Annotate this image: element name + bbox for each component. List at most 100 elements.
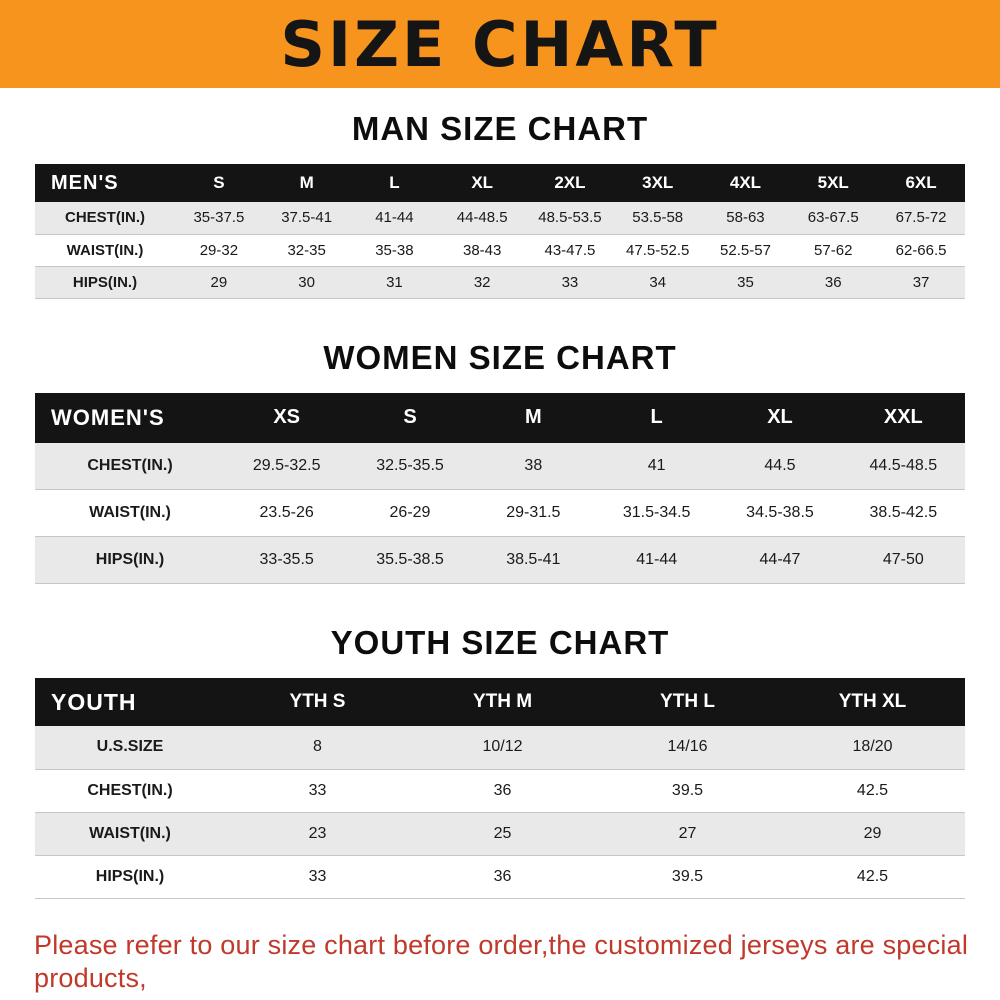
size-value: 10/12 (482, 738, 523, 756)
size-value: 29 (210, 273, 228, 291)
column-header: XXL (883, 406, 923, 428)
table-row: HIPS(IN.) 29 30 31 32 33 34 35 36 37 (35, 266, 965, 298)
size-value: 47.5-52.5 (626, 241, 690, 259)
size-value: 43-47.5 (544, 241, 596, 259)
size-value: 44.5 (764, 456, 796, 474)
size-value: 23.5-26 (259, 504, 314, 521)
size-value: 32-35 (287, 241, 326, 259)
size-value: 29-32 (199, 241, 239, 259)
women-size-chart-heading: WOMEN SIZE CHART (323, 338, 677, 376)
women-size-table: WOMEN'S XS S M L XL XXL CHEST(IN.) 29.5-32.5 32.5… (35, 392, 965, 585)
size-value: 35 (737, 273, 754, 291)
size-value: 32 (473, 273, 491, 291)
column-header: XS (273, 406, 300, 428)
row-label: HIPS(IN.) (95, 867, 165, 885)
row-label: WAIST(IN.) (89, 504, 171, 521)
column-header: M (524, 406, 542, 428)
size-value: 29-31.5 (506, 504, 561, 521)
column-header: XL (767, 406, 793, 428)
size-value: 25 (493, 824, 512, 842)
size-value: 44-47 (759, 551, 801, 568)
column-header: 5XL (817, 173, 849, 192)
column-header: YTH XL (838, 691, 907, 712)
size-value: 62-66.5 (895, 241, 947, 259)
footer-note: Please refer to our size chart before or… (34, 929, 1000, 1000)
column-header: S (213, 173, 225, 192)
row-label: WAIST(IN.) (89, 824, 171, 842)
size-value: 33 (308, 781, 327, 799)
table-row: WAIST(IN.) 23 25 27 29 (35, 812, 965, 855)
section-women-size-chart: WOMEN SIZE CHART WOMEN'S XS S M L XL XXL CHEST(… (0, 339, 1000, 585)
size-value: 41 (647, 456, 666, 474)
table-corner-label: WOMEN'S (51, 404, 165, 430)
column-header: L (650, 406, 663, 428)
column-header: 4XL (729, 173, 762, 192)
size-value: 42.5 (856, 867, 889, 885)
size-value: 38.5-41 (506, 551, 561, 568)
table-corner-label: YOUTH (51, 688, 137, 715)
footer-note-line-2: we don't accept cancel, change, teturn o… (34, 996, 1000, 1000)
size-value: 8 (313, 738, 322, 756)
youth-size-table: YOUTH YTH S YTH M YTH L YTH XL U.S.SIZE 8 10/12… (35, 678, 965, 899)
table-row: CHEST(IN.) 29.5-32.5 32.5-35.5 38 41 44.5 44.5… (35, 442, 965, 490)
size-value: 32.5-35.5 (376, 456, 444, 474)
size-value: 41-44 (636, 551, 678, 568)
row-label: WAIST(IN.) (66, 241, 144, 259)
size-value: 48.5-53.5 (538, 209, 602, 227)
table-row: HIPS(IN.) 33-35.5 35.5-38.5 38.5-41 41-44 44-… (35, 536, 965, 584)
size-value: 23 (308, 824, 327, 842)
size-value: 38.5-42.5 (869, 504, 938, 521)
size-value: 44.5-48.5 (869, 456, 938, 474)
size-value: 38-43 (462, 241, 502, 259)
size-value: 44-48.5 (456, 209, 508, 227)
column-header: 3XL (642, 173, 674, 192)
table-row: HIPS(IN.) 33 36 39.5 42.5 (35, 855, 965, 898)
size-value: 31 (386, 273, 403, 291)
size-value: 37.5-41 (281, 209, 333, 227)
row-label: CHEST(IN.) (87, 781, 173, 799)
row-label: CHEST(IN.) (65, 209, 145, 227)
size-value: 35-38 (375, 241, 414, 259)
row-label: U.S.SIZE (96, 738, 164, 756)
man-size-chart-heading: MAN SIZE CHART (351, 110, 649, 147)
column-header: YTH M (472, 691, 533, 712)
size-value: 34.5-38.5 (746, 504, 814, 521)
size-chart-banner: SIZE CHART (0, 0, 1000, 88)
table-corner-label: MEN'S (51, 171, 119, 194)
footer-note-line-1: Please refer to our size chart before or… (34, 929, 969, 994)
size-value: 67.5-72 (895, 209, 947, 227)
size-value: 33 (308, 867, 327, 885)
size-value: 36 (493, 781, 512, 799)
size-value: 33-35.5 (259, 551, 314, 568)
size-value: 53.5-58 (632, 209, 684, 227)
table-row: WAIST(IN.) 23.5-26 26-29 29-31.5 31.5-34.5 34… (35, 489, 965, 537)
table-row: U.S.SIZE 8 10/12 14/16 18/20 (35, 726, 965, 769)
column-header: 2XL (554, 173, 586, 192)
size-value: 52.5-57 (720, 241, 771, 259)
row-label: CHEST(IN.) (87, 456, 173, 474)
size-value: 57-62 (814, 241, 853, 259)
column-header: 6XL (905, 173, 937, 192)
size-value: 34 (649, 273, 667, 291)
column-header: M (299, 173, 314, 192)
column-header: XL (471, 173, 494, 192)
row-label: HIPS(IN.) (95, 551, 165, 568)
size-value: 47-50 (882, 551, 924, 568)
table-header-row: MEN'S S M L XL 2XL 3XL 4XL 5XL 6XL (35, 164, 965, 202)
size-value: 58-63 (726, 209, 765, 227)
section-youth-size-chart: YOUTH SIZE CHART YOUTH YTH S YTH M YTH L YTH… (0, 624, 1000, 899)
size-value: 63-67.5 (807, 209, 859, 227)
youth-size-chart-heading: YOUTH SIZE CHART (330, 624, 670, 661)
section-man-size-chart: MAN SIZE CHART MEN'S S M L XL 2XL 3XL 4XL 5XL 6XL… (0, 110, 1000, 299)
table-row: WAIST(IN.) 29-32 32-35 35-38 38-43 43-47.5 47.… (35, 234, 965, 266)
size-value: 36 (824, 273, 842, 291)
size-value: 38 (524, 456, 543, 474)
size-value: 29.5-32.5 (252, 456, 321, 474)
size-value: 29 (863, 824, 882, 842)
table-header-row: WOMEN'S XS S M L XL XXL (35, 392, 965, 443)
size-value: 33 (561, 273, 579, 291)
row-label: HIPS(IN.) (72, 273, 138, 291)
man-size-table: MEN'S S M L XL 2XL 3XL 4XL 5XL 6XL CHEST(IN.) 35-37… (35, 164, 965, 299)
size-value: 39.5 (671, 867, 704, 885)
